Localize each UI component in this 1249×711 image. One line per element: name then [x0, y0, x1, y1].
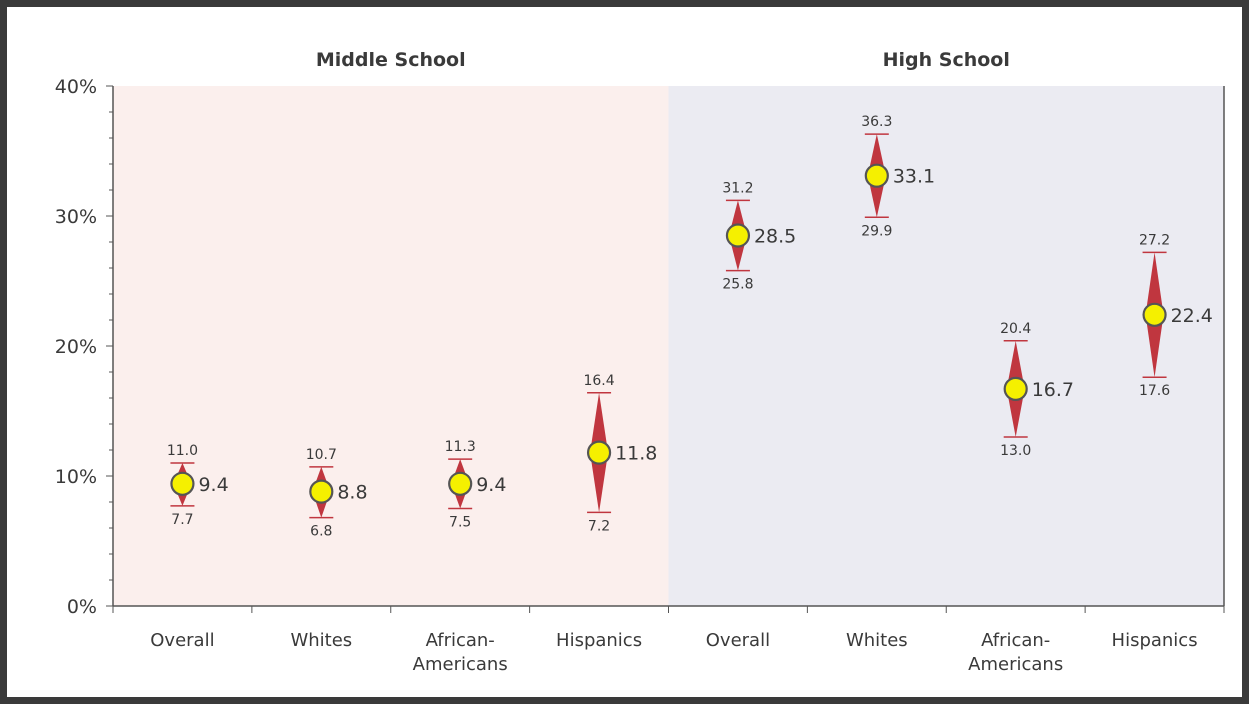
point-marker — [1142, 302, 1167, 327]
category-label: Whites — [290, 630, 352, 651]
lower-label: 13.0 — [1000, 443, 1031, 459]
group-background — [668, 86, 1224, 606]
lower-label: 7.5 — [449, 515, 471, 531]
upper-label: 16.4 — [583, 373, 614, 389]
y-tick-label: 30% — [55, 206, 97, 228]
y-tick-label: 0% — [67, 596, 97, 618]
point-marker — [864, 163, 889, 188]
upper-label: 10.7 — [306, 447, 337, 463]
category-label-line: Americans — [413, 654, 508, 675]
value-label: 9.4 — [198, 474, 228, 496]
upper-label: 36.3 — [861, 114, 892, 130]
y-tick-label: 20% — [55, 336, 97, 358]
lower-label: 7.2 — [588, 518, 610, 534]
lower-label: 29.9 — [861, 223, 892, 239]
y-tick-label: 10% — [55, 466, 97, 488]
y-tick-label: 40% — [55, 76, 97, 98]
lower-label: 6.8 — [310, 524, 332, 540]
category-label: African- Americans — [968, 630, 1063, 675]
category-label: Overall — [706, 630, 770, 651]
lower-label: 25.8 — [722, 277, 753, 293]
value-label: 33.1 — [893, 166, 935, 188]
value-label: 8.8 — [337, 482, 367, 504]
category-label-line: African- — [981, 630, 1050, 651]
upper-label: 11.0 — [167, 443, 198, 459]
chart-svg: Middle School High School 0% 10% 20% 30% 40% Ov… — [55, 49, 1225, 675]
value-label: 22.4 — [1171, 305, 1213, 327]
value-label: 16.7 — [1032, 379, 1074, 401]
value-label: 11.8 — [615, 443, 657, 465]
point-marker — [586, 440, 612, 465]
lower-label: 7.7 — [171, 512, 193, 528]
value-label: 28.5 — [754, 226, 796, 248]
upper-label: 20.4 — [1000, 321, 1031, 337]
group-title: High School — [883, 49, 1010, 71]
category-label-line: Americans — [968, 654, 1063, 675]
category-label: Overall — [150, 630, 214, 651]
category-label: Hispanics — [1112, 630, 1198, 651]
upper-label: 27.2 — [1139, 232, 1170, 248]
point-marker — [448, 471, 473, 496]
category-label: African- Americans — [413, 630, 508, 675]
value-label: 9.4 — [476, 474, 506, 496]
category-label: Whites — [846, 630, 908, 651]
upper-label: 11.3 — [445, 439, 476, 455]
point-marker — [725, 223, 751, 248]
lower-label: 17.6 — [1139, 383, 1170, 399]
category-label-line: African- — [426, 630, 495, 651]
upper-label: 31.2 — [722, 180, 753, 196]
point-marker — [309, 479, 334, 504]
category-label: Hispanics — [556, 630, 642, 651]
point-marker — [170, 471, 195, 496]
group-title: Middle School — [316, 49, 466, 71]
point-marker — [1003, 376, 1028, 401]
group-background — [113, 86, 669, 606]
